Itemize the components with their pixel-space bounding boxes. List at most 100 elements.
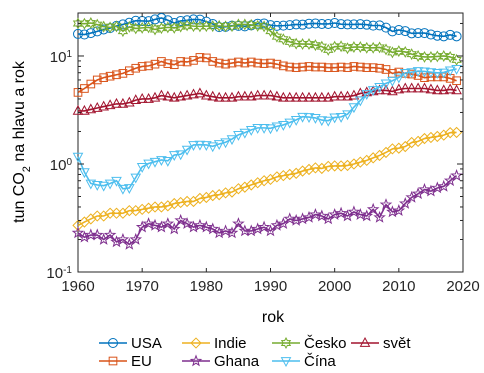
series-svet	[72, 82, 462, 115]
data-point-cesko	[406, 48, 417, 61]
data-point-cina	[98, 181, 110, 192]
data-point-indie	[341, 159, 354, 172]
data-point-indie	[117, 207, 129, 219]
data-point-svet	[271, 90, 283, 101]
data-point-usa	[323, 18, 334, 29]
data-point-eu	[131, 63, 141, 73]
data-point-cesko	[213, 19, 225, 32]
data-point-usa	[355, 19, 366, 30]
y-axis-label-main: tun CO	[11, 172, 28, 223]
data-point-cesko	[98, 20, 109, 33]
data-point-svet	[438, 84, 450, 95]
data-point-eu	[125, 66, 134, 76]
data-point-svet	[188, 88, 199, 99]
data-point-cina	[245, 125, 257, 136]
data-point-cina	[393, 73, 405, 84]
data-point-cina	[233, 131, 244, 141]
data-point-cina	[188, 141, 199, 151]
legend-marker	[190, 337, 202, 349]
data-point-eu	[144, 61, 153, 71]
data-point-eu	[279, 61, 288, 71]
data-point-cina	[297, 112, 308, 123]
x-tick-label: 2020	[446, 278, 479, 295]
data-point-cina	[367, 86, 379, 97]
data-point-indie	[277, 169, 289, 182]
data-point-cina	[130, 173, 142, 184]
data-point-eu	[92, 75, 102, 85]
data-point-svet	[258, 89, 270, 100]
data-point-eu	[163, 59, 173, 68]
data-point-cesko	[323, 43, 334, 56]
data-point-cesko	[162, 21, 174, 34]
data-point-svet	[380, 84, 392, 95]
data-point-svet	[98, 100, 110, 111]
data-point-indie	[393, 142, 405, 154]
data-point-svet	[290, 91, 302, 102]
data-point-indie	[418, 132, 431, 145]
data-point-cina	[252, 123, 264, 134]
data-point-svet	[252, 89, 264, 100]
data-point-ghana	[360, 209, 374, 222]
plot-area	[71, 12, 464, 273]
data-point-cina	[168, 151, 180, 162]
y-tick-label: 10-1	[46, 265, 72, 283]
data-point-svet	[277, 91, 289, 102]
data-point-cina	[412, 67, 424, 78]
data-point-svet	[226, 91, 238, 102]
data-point-cina	[111, 176, 122, 187]
data-point-eu	[169, 60, 179, 70]
data-point-cina	[200, 141, 212, 151]
data-point-cesko	[438, 49, 449, 62]
data-point-eu	[189, 56, 198, 65]
series-line-eu	[77, 56, 457, 94]
data-point-eu	[118, 69, 128, 78]
data-point-indie	[213, 189, 225, 201]
data-point-svet	[194, 87, 206, 98]
data-point-cesko	[111, 20, 122, 33]
data-point-cesko	[310, 39, 321, 52]
series-indie	[72, 126, 463, 232]
data-point-svet	[348, 89, 360, 100]
data-point-eu	[253, 58, 262, 68]
data-point-eu	[362, 63, 372, 72]
data-point-ghana	[148, 218, 162, 231]
data-point-cesko	[355, 41, 366, 54]
legend-label: Čína	[304, 353, 336, 370]
data-point-cina	[136, 163, 148, 173]
data-point-eu	[330, 63, 339, 72]
data-point-cesko	[226, 20, 238, 33]
data-point-cesko	[316, 40, 328, 53]
data-point-cina	[444, 66, 456, 77]
y-tick-label: 101	[50, 48, 73, 65]
data-point-usa	[432, 30, 443, 41]
data-point-svet	[156, 89, 167, 100]
data-point-svet	[117, 97, 129, 108]
data-point-indie	[264, 173, 277, 186]
data-point-usa	[425, 29, 436, 40]
series-line-indie	[77, 131, 457, 227]
data-point-eu	[214, 58, 224, 68]
data-point-indie	[219, 187, 232, 199]
data-point-cesko	[451, 53, 462, 66]
data-point-cesko	[374, 41, 385, 54]
data-point-ghana	[193, 218, 207, 231]
data-point-cina	[220, 138, 231, 149]
data-point-usa	[284, 20, 295, 31]
data-point-ghana	[354, 207, 367, 220]
data-point-indie	[386, 143, 399, 155]
data-point-ghana	[257, 220, 271, 233]
legend-marker	[359, 336, 371, 347]
data-point-ghana	[315, 209, 329, 222]
y-tick-label: 100	[50, 156, 73, 174]
data-point-svet	[361, 86, 373, 97]
data-point-usa	[265, 20, 276, 31]
legend-label: USA	[131, 335, 162, 352]
data-point-indie	[252, 177, 264, 189]
data-point-eu	[298, 62, 307, 72]
data-point-ghana	[392, 204, 406, 216]
data-point-eu	[195, 53, 205, 62]
data-point-indie	[316, 162, 328, 175]
data-point-cina	[79, 168, 90, 179]
data-point-svet	[284, 91, 296, 102]
data-point-usa	[188, 14, 199, 25]
